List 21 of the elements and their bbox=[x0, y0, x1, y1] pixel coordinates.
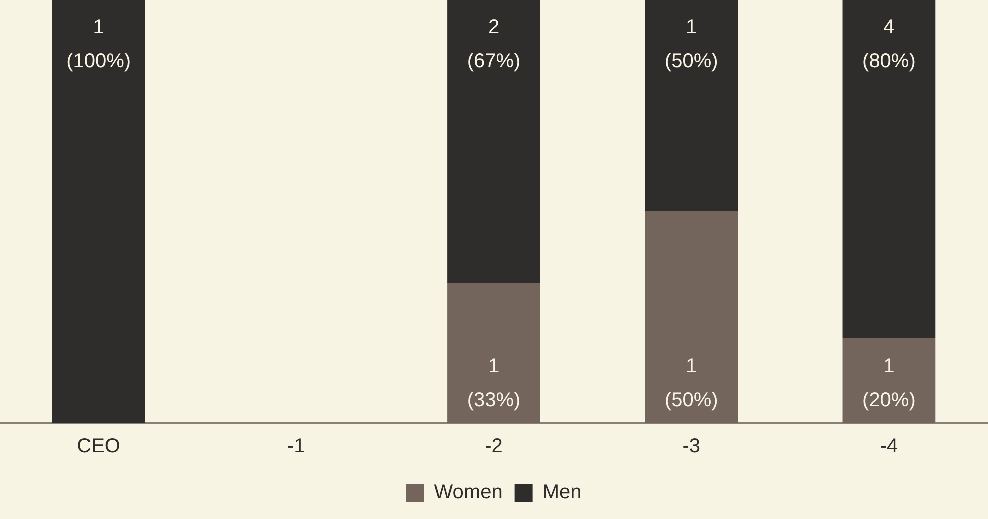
x-tick-label: CEO bbox=[77, 436, 120, 458]
bar bbox=[645, 0, 738, 212]
data-label: 1 (50%) bbox=[664, 356, 718, 412]
x-tick-label: -1 bbox=[288, 436, 306, 458]
data-label: 2 (67%) bbox=[467, 16, 521, 73]
bar bbox=[842, 0, 936, 338]
data-label: 1 (33%) bbox=[467, 356, 521, 412]
bar bbox=[448, 283, 540, 423]
x-tick-label: -4 bbox=[880, 436, 898, 458]
data-label: 1 (20%) bbox=[862, 356, 916, 412]
bar bbox=[448, 0, 540, 284]
data-label: 1 (100%) bbox=[66, 16, 132, 73]
legend-label: Women bbox=[434, 482, 503, 504]
data-label: 4 (80%) bbox=[862, 16, 916, 73]
data-label: 1 (50%) bbox=[664, 16, 718, 73]
x-tick-label: -3 bbox=[682, 436, 700, 458]
bar bbox=[52, 0, 146, 423]
x-tick-label: -2 bbox=[485, 436, 503, 458]
bar bbox=[842, 338, 936, 423]
bar bbox=[645, 212, 738, 423]
legend-label: Men bbox=[542, 482, 582, 504]
